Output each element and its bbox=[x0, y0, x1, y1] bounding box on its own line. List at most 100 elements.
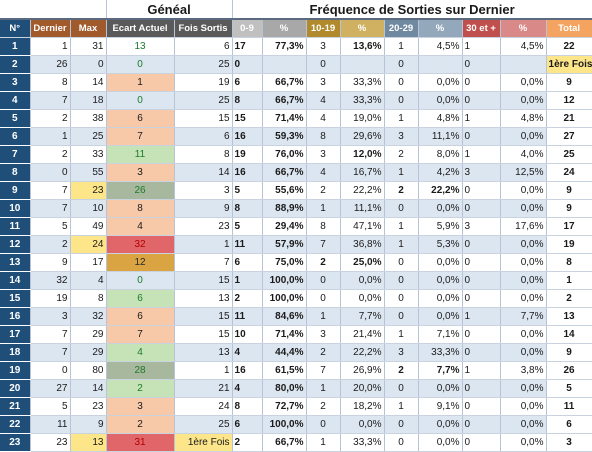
row-number[interactable]: 21 bbox=[0, 397, 31, 416]
data-cell[interactable]: 27 bbox=[30, 379, 71, 398]
row-number[interactable]: 16 bbox=[0, 307, 31, 326]
data-cell[interactable]: 1 bbox=[306, 433, 341, 452]
total-cell[interactable]: 8 bbox=[546, 253, 592, 272]
data-cell[interactable]: 38 bbox=[70, 109, 107, 128]
data-cell[interactable]: 71,4% bbox=[262, 325, 307, 344]
data-cell[interactable]: 15 bbox=[174, 271, 233, 290]
col-header-num[interactable]: N° bbox=[0, 19, 31, 38]
data-cell[interactable]: 6 bbox=[232, 73, 263, 92]
data-cell[interactable]: 6 bbox=[232, 253, 263, 272]
row-number[interactable]: 6 bbox=[0, 127, 31, 146]
data-cell[interactable]: 0,0% bbox=[418, 415, 463, 434]
data-cell[interactable]: 23 bbox=[70, 397, 107, 416]
data-cell[interactable]: 16 bbox=[232, 361, 263, 380]
data-cell[interactable]: 2 bbox=[306, 253, 341, 272]
data-cell[interactable]: 8 bbox=[232, 91, 263, 110]
data-cell[interactable]: 15 bbox=[174, 109, 233, 128]
data-cell[interactable]: 1 bbox=[462, 307, 501, 326]
data-cell[interactable]: 0 bbox=[462, 379, 501, 398]
data-cell[interactable]: 26,9% bbox=[340, 361, 385, 380]
total-cell[interactable]: 27 bbox=[546, 127, 592, 146]
data-cell[interactable]: 4 bbox=[306, 91, 341, 110]
data-cell[interactable]: 32 bbox=[30, 271, 71, 290]
data-cell[interactable]: 7 bbox=[174, 253, 233, 272]
data-cell[interactable]: 25 bbox=[174, 415, 233, 434]
data-cell[interactable]: 0 bbox=[462, 289, 501, 308]
data-cell[interactable]: 59,3% bbox=[262, 127, 307, 146]
data-cell[interactable]: 7,7% bbox=[500, 307, 547, 326]
data-cell[interactable]: 4 bbox=[232, 343, 263, 362]
data-cell[interactable]: 0,0% bbox=[500, 181, 547, 200]
data-cell[interactable]: 7 bbox=[30, 199, 71, 218]
data-cell[interactable]: 16,7% bbox=[340, 163, 385, 182]
data-cell[interactable]: 8 bbox=[306, 217, 341, 236]
data-cell[interactable]: 15 bbox=[174, 325, 233, 344]
data-cell[interactable]: 84,6% bbox=[262, 307, 307, 326]
data-cell[interactable]: 0 bbox=[306, 289, 341, 308]
data-cell[interactable]: 36,8% bbox=[340, 235, 385, 254]
data-cell[interactable]: 3 bbox=[306, 325, 341, 344]
data-cell[interactable]: 3 bbox=[384, 127, 419, 146]
data-cell[interactable]: 1 bbox=[384, 109, 419, 128]
total-cell[interactable]: 6 bbox=[546, 415, 592, 434]
data-cell[interactable]: 2 bbox=[384, 145, 419, 164]
total-cell[interactable]: 11 bbox=[546, 397, 592, 416]
data-cell[interactable]: 1 bbox=[106, 73, 175, 92]
data-cell[interactable]: 6 bbox=[232, 415, 263, 434]
total-cell[interactable]: 17 bbox=[546, 217, 592, 236]
data-cell[interactable]: 1 bbox=[462, 361, 501, 380]
data-cell[interactable]: 5 bbox=[232, 181, 263, 200]
row-number[interactable]: 12 bbox=[0, 235, 31, 254]
data-cell[interactable]: 66,7% bbox=[262, 91, 307, 110]
data-cell[interactable]: 4 bbox=[106, 217, 175, 236]
data-cell[interactable]: 6 bbox=[174, 127, 233, 146]
data-cell[interactable]: 23 bbox=[70, 181, 107, 200]
data-cell[interactable]: 55 bbox=[70, 163, 107, 182]
data-cell[interactable]: 13 bbox=[174, 343, 233, 362]
total-cell[interactable]: 19 bbox=[546, 235, 592, 254]
data-cell[interactable]: 0 bbox=[306, 55, 341, 74]
data-cell[interactable]: 0,0% bbox=[340, 289, 385, 308]
data-cell[interactable]: 7,7% bbox=[340, 307, 385, 326]
data-cell[interactable]: 0,0% bbox=[500, 433, 547, 452]
data-cell[interactable]: 80 bbox=[70, 361, 107, 380]
data-cell[interactable]: 0 bbox=[384, 199, 419, 218]
data-cell[interactable]: 3 bbox=[106, 397, 175, 416]
data-cell[interactable]: 31 bbox=[106, 433, 175, 452]
data-cell[interactable]: 1 bbox=[306, 379, 341, 398]
data-cell[interactable]: 0 bbox=[384, 379, 419, 398]
data-cell[interactable]: 12,0% bbox=[340, 145, 385, 164]
data-cell[interactable]: 100,0% bbox=[262, 415, 307, 434]
data-cell[interactable]: 13 bbox=[70, 433, 107, 452]
data-cell[interactable]: 0,0% bbox=[500, 325, 547, 344]
data-cell[interactable]: 8,0% bbox=[418, 145, 463, 164]
data-cell[interactable]: 33,3% bbox=[340, 73, 385, 92]
data-cell[interactable]: 25 bbox=[70, 127, 107, 146]
data-cell[interactable]: 1 bbox=[306, 307, 341, 326]
data-cell[interactable]: 7 bbox=[30, 343, 71, 362]
data-cell[interactable]: 0 bbox=[384, 415, 419, 434]
data-cell[interactable]: 0,0% bbox=[500, 289, 547, 308]
data-cell[interactable]: 3 bbox=[306, 37, 341, 56]
data-cell[interactable]: 0,0% bbox=[418, 289, 463, 308]
data-cell[interactable]: 6 bbox=[106, 289, 175, 308]
data-cell[interactable]: 29,6% bbox=[340, 127, 385, 146]
data-cell[interactable]: 17 bbox=[232, 37, 263, 56]
data-cell[interactable]: 4 bbox=[70, 271, 107, 290]
row-number[interactable]: 17 bbox=[0, 325, 31, 344]
data-cell[interactable]: 0 bbox=[384, 271, 419, 290]
total-cell[interactable]: 9 bbox=[546, 181, 592, 200]
data-cell[interactable]: 23 bbox=[30, 433, 71, 452]
data-cell[interactable]: 8 bbox=[174, 145, 233, 164]
data-cell[interactable]: 12 bbox=[106, 253, 175, 272]
data-cell[interactable]: 57,9% bbox=[262, 235, 307, 254]
data-cell[interactable]: 11 bbox=[30, 415, 71, 434]
data-cell[interactable]: 4,5% bbox=[418, 37, 463, 56]
data-cell[interactable]: 0 bbox=[462, 235, 501, 254]
data-cell[interactable]: 33,3% bbox=[340, 433, 385, 452]
data-cell[interactable]: 0 bbox=[30, 361, 71, 380]
data-cell[interactable]: 21 bbox=[174, 379, 233, 398]
total-cell[interactable]: 26 bbox=[546, 361, 592, 380]
data-cell[interactable]: 5 bbox=[30, 397, 71, 416]
data-cell[interactable]: 0,0% bbox=[500, 253, 547, 272]
